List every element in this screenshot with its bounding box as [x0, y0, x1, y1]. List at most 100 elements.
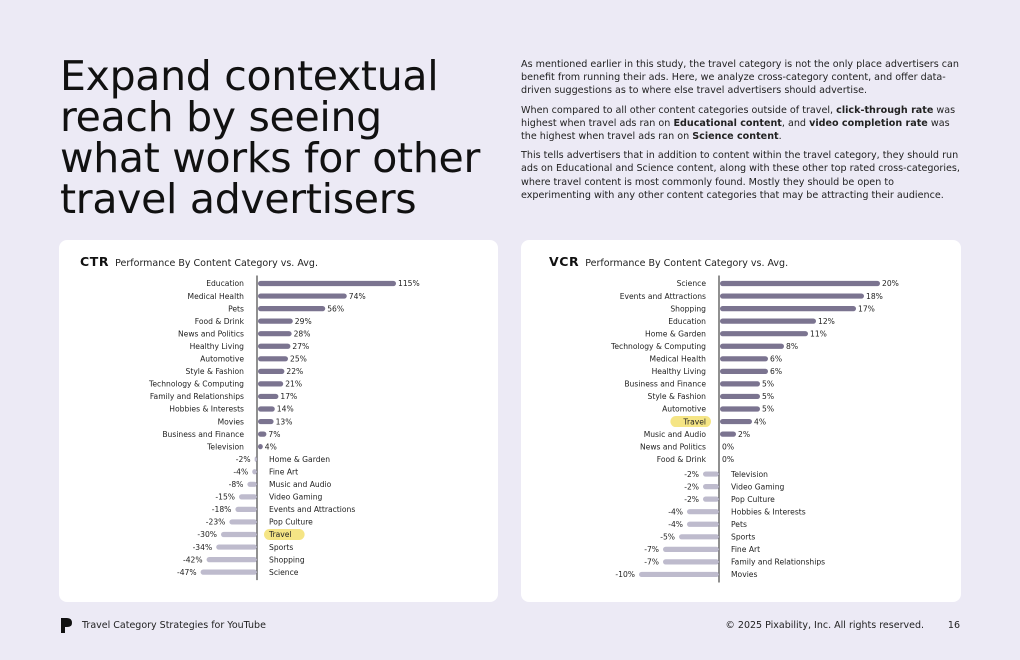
ctr-label: CTR	[80, 254, 110, 269]
vcr-category-label-automotive: Automotive	[662, 405, 706, 414]
vcr-value-label-family-and-relationships: -7%	[644, 558, 659, 567]
ctr-bar-music-and-audio	[247, 481, 257, 487]
vcr-category-label-pop-culture: Pop Culture	[731, 495, 775, 504]
ctr-bar-business-and-finance	[258, 431, 267, 437]
ctr-bar-hobbies-and-interests	[258, 406, 275, 412]
ctr-bar-food-and-drink	[258, 318, 293, 324]
ctr-bar-automotive	[258, 356, 288, 362]
ctr-category-label-pop-culture: Pop Culture	[269, 518, 313, 527]
ctr-value-label-family-and-relationships: 17%	[280, 392, 297, 401]
page-number: 16	[947, 620, 960, 631]
ctr-bar-chart: 115% Education 74% Medical Health 56% Pets 29%…	[148, 275, 420, 581]
vcr-label: VCR	[549, 254, 580, 269]
vcr-category-label-news-and-politics: News and Politics	[640, 442, 706, 451]
p2-text-a: When compared to all other content categ…	[521, 104, 837, 116]
vcr-value-label-fine-art: -7%	[644, 545, 659, 554]
ctr-category-label-music-and-audio: Music and Audio	[269, 480, 332, 489]
ctr-bar-movies	[258, 418, 274, 425]
ctr-card-title: CTR Performance By Content Category vs. A…	[80, 251, 318, 270]
vcr-category-label-family-and-relationships: Family and Relationships	[731, 558, 825, 567]
ctr-value-label-shopping: -42%	[183, 555, 203, 564]
ctr-bar-technology-and-computing	[258, 381, 284, 387]
vcr-value-label-sports: -5%	[660, 533, 675, 542]
p2-emphasis-vcr: video completion rate	[809, 117, 928, 129]
intro-paragraph-3: This tells advertisers that in addition …	[521, 150, 960, 201]
vcr-bar-pets	[687, 521, 719, 527]
p2-text-i: .	[778, 131, 782, 143]
ctr-category-label-family-and-relationships: Family and Relationships	[150, 392, 244, 401]
ctr-category-label-automotive: Automotive	[200, 355, 244, 364]
vcr-bar-video-gaming	[703, 484, 719, 490]
vcr-card-title: VCR Performance By Content Category vs. A…	[549, 251, 788, 270]
vcr-category-label-education: Education	[668, 317, 706, 326]
ctr-bar-shopping	[206, 557, 257, 563]
ctr-category-label-events-and-attractions: Events and Attractions	[269, 505, 355, 514]
ctr-value-label-fine-art: -4%	[233, 467, 248, 476]
ctr-chart-card: CTR Performance By Content Category vs. A…	[59, 240, 498, 602]
ctr-value-label-travel: -30%	[197, 530, 217, 539]
vcr-bar-shopping	[720, 306, 856, 312]
ctr-value-label-music-and-audio: -8%	[229, 480, 244, 489]
vcr-value-label-movies: -10%	[615, 570, 635, 579]
vcr-category-label-science: Science	[677, 279, 707, 288]
vcr-category-label-style-and-fashion: Style & Fashion	[648, 392, 707, 401]
vcr-bar-chart: 20% Science 18% Events and Attractions 17% Sh…	[610, 275, 899, 583]
vcr-bar-sports	[679, 534, 719, 540]
vcr-value-label-education: 12%	[818, 317, 835, 326]
vcr-category-label-home-and-garden: Home & Garden	[645, 329, 706, 338]
ctr-value-label-food-and-drink: 29%	[295, 317, 312, 326]
vcr-value-label-style-and-fashion: 5%	[762, 392, 774, 401]
vcr-value-label-music-and-audio: 2%	[738, 430, 750, 439]
ctr-category-label-news-and-politics: News and Politics	[178, 329, 244, 338]
p2-emphasis-science: Science content	[692, 131, 779, 143]
vcr-bar-fine-art	[663, 546, 719, 552]
intro-paragraph-1: As mentioned earlier in this study, the …	[521, 59, 960, 97]
ctr-value-label-business-and-finance: 7%	[268, 430, 280, 439]
vcr-category-label-television: Television	[730, 470, 768, 479]
vcr-value-label-events-and-attractions: 18%	[866, 292, 883, 301]
ctr-bar-home-and-garden	[254, 456, 257, 462]
vcr-bar-technology-and-computing	[720, 343, 784, 349]
p2-text-e: , and	[781, 117, 810, 129]
ctr-value-label-education: 115%	[398, 279, 420, 288]
ctr-value-label-home-and-garden: -2%	[236, 455, 251, 464]
vcr-category-label-healthy-living: Healthy Living	[652, 367, 707, 376]
ctr-bar-events-and-attractions	[235, 506, 257, 512]
ctr-bar-television	[258, 444, 263, 450]
vcr-category-label-video-gaming: Video Gaming	[731, 482, 785, 491]
vcr-category-label-travel: Travel	[682, 417, 706, 426]
ctr-value-label-hobbies-and-interests: 14%	[277, 405, 294, 414]
ctr-bar-news-and-politics	[258, 331, 292, 337]
ctr-category-label-video-gaming: Video Gaming	[269, 493, 323, 502]
ctr-bar-style-and-fashion	[258, 368, 285, 374]
vcr-category-label-food-and-drink: Food & Drink	[657, 455, 707, 464]
vcr-bar-pop-culture	[703, 496, 719, 502]
vcr-bar-travel	[720, 418, 752, 425]
vcr-bar-hobbies-and-interests	[687, 509, 719, 515]
vcr-bar-education	[720, 318, 816, 324]
ctr-subtitle: Performance By Content Category vs. Avg.	[115, 258, 318, 269]
vcr-bar-medical-health	[720, 356, 768, 362]
ctr-category-label-movies: Movies	[218, 417, 244, 426]
ctr-bar-family-and-relationships	[258, 393, 279, 400]
vcr-category-label-fine-art: Fine Art	[731, 545, 760, 554]
ctr-bar-sports	[216, 544, 257, 550]
vcr-bar-music-and-audio	[720, 431, 736, 437]
ctr-category-label-pets: Pets	[228, 304, 244, 313]
vcr-value-label-healthy-living: 6%	[770, 367, 782, 376]
ctr-value-label-sports: -34%	[193, 543, 213, 552]
ctr-value-label-news-and-politics: 28%	[294, 329, 311, 338]
vcr-category-label-business-and-finance: Business and Finance	[624, 380, 706, 389]
ctr-category-label-education: Education	[206, 279, 244, 288]
ctr-value-label-video-gaming: -15%	[215, 493, 235, 502]
ctr-value-label-events-and-attractions: -18%	[212, 505, 232, 514]
vcr-bar-science	[720, 280, 880, 287]
p2-text-c: was highest when travel ads ran on	[521, 104, 956, 129]
ctr-highlight-travel	[264, 529, 305, 540]
p2-emphasis-ctr: click-through rate	[836, 104, 934, 116]
vcr-bar-events-and-attractions	[720, 293, 864, 299]
page-headline: Expand contextual reach by seeing what w…	[60, 52, 480, 223]
ctr-category-label-sports: Sports	[269, 543, 293, 552]
vcr-category-label-sports: Sports	[731, 533, 755, 542]
ctr-category-label-hobbies-and-interests: Hobbies & Interests	[169, 405, 244, 414]
